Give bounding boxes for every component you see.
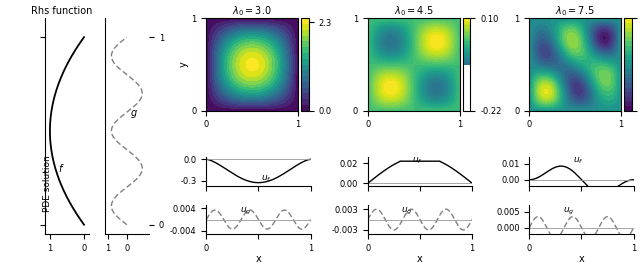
Y-axis label: y: y — [179, 62, 189, 67]
Title: $\lambda_0 = 3.0$: $\lambda_0 = 3.0$ — [232, 5, 272, 18]
Text: $u_g$: $u_g$ — [239, 206, 251, 217]
Text: $u_f$: $u_f$ — [260, 174, 271, 184]
Text: $u_f$: $u_f$ — [412, 155, 422, 166]
X-axis label: x: x — [579, 254, 584, 263]
X-axis label: x: x — [255, 254, 261, 263]
Text: $u_g$: $u_g$ — [401, 206, 413, 217]
Text: $g$: $g$ — [130, 108, 138, 120]
Text: $f$: $f$ — [58, 162, 65, 174]
Title: $\lambda_0 = 7.5$: $\lambda_0 = 7.5$ — [556, 5, 595, 18]
Text: $u_f$: $u_f$ — [573, 155, 584, 166]
X-axis label: x: x — [417, 254, 423, 263]
Text: Rhs function: Rhs function — [31, 6, 93, 16]
Text: $u_g$: $u_g$ — [563, 206, 574, 217]
Title: $\lambda_0 = 4.5$: $\lambda_0 = 4.5$ — [394, 5, 433, 18]
Text: PDE solution: PDE solution — [44, 156, 52, 213]
